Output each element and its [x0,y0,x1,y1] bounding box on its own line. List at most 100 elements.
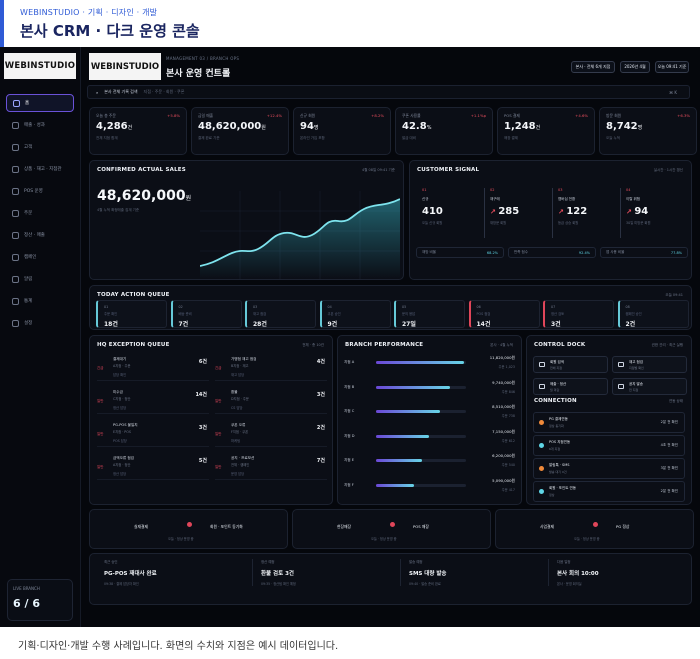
sidebar-item-label: 설정 [24,321,33,326]
month-select[interactable]: 2026년 4월 [620,61,650,73]
signal-value: 285 [490,206,534,217]
exception-title: 가맹점 재고 점검 [231,357,257,361]
action-item[interactable]: 06 POS 점검 14건 [468,300,540,328]
branch-bar-track [376,434,466,438]
action-item[interactable]: 07 정산 검토 3건 [543,300,614,328]
dock-sub: 전 지점 [629,388,639,392]
signal-sub: 오늘 신규 회원 [422,221,443,225]
branch-row[interactable]: 지점 F 5,090,000원 주문 417 [344,477,519,497]
branch-row[interactable]: 지점 C 8,510,000원 주문 738 [344,403,519,423]
dock-label: 매출 · 정산 [550,382,567,386]
event-item[interactable]: 최근 승인 PG-POS 재대사 완료 09:38 · 결제 담당자 확인 [104,559,244,586]
kpi-card[interactable]: POS 결제 +4.6% 1,248건 매장 결제 [497,107,595,155]
kpi-label: 쿠폰 사용률 [402,113,421,118]
action-item[interactable]: 01 주문 확인 18건 [96,300,167,328]
branch-value: 7,150,000원 [492,428,515,434]
signal-name: 이탈 위험 [626,197,640,201]
status-card[interactable]: 현장매장 POS 매장 오늘 · 정상 운영 중 [292,509,491,549]
connection-title: CONNECTION [534,398,577,404]
branch-orders: 주문 846 [501,389,515,394]
dock-button[interactable]: 공지 발송 전 지점 [612,378,687,395]
event-item[interactable]: 정산 예정 환불 검토 3건 09:35 · 정산팀 확인 예정 [252,559,392,586]
sidebar-item-10[interactable]: 설정 [6,314,74,332]
branch-row[interactable]: 지점 B 9,740,000원 주문 846 [344,379,519,399]
dock-button[interactable]: 매출 · 정산 월 마감 [533,378,608,395]
kpi-card[interactable]: 오늘 총 주문 +5.8% 4,286건 전체 지점 합계 [89,107,187,155]
exception-item[interactable]: 긴급 결제대기 A지점 · 주문 담당 확인 6건 [97,354,209,381]
branch-bar-fill [376,459,422,462]
exception-item[interactable]: 일반 금액오류 점검 A지점 · 정산 정산 담당 5건 [97,453,209,480]
exception-item[interactable]: 일반 환불 D지점 · 주문 CS 담당 3건 [215,387,327,414]
sidebar-item-4[interactable]: POS 운영 [6,182,74,200]
exception-item[interactable]: 일반 쿠폰 오류 F지점 · 쿠폰 마케팅 2건 [215,420,327,447]
event-meta: 09:38 · 결제 담당자 확인 [104,582,139,586]
status-sub: 오늘 · 정상 운영 중 [371,537,397,541]
event-item[interactable]: 발송 예정 SMS 대량 발송 09:40 · 발송 준비 완료 [400,559,540,586]
exception-tag: 일반 [215,432,222,436]
sidebar-item-7[interactable]: 캠페인 [6,248,74,266]
exception-item[interactable]: 일반 공지 · 프로모션 전체 · 캠페인 운영 담당 7건 [215,453,327,480]
connection-item[interactable]: POS 지점연동 6개 지점 4초 전 확인 [533,435,685,456]
dock-button[interactable]: 재고 점검 지점별 확인 [612,356,687,373]
action-item[interactable]: 05 문의 응답 27일 [394,300,465,328]
status-label-b: POS 매장 [413,524,429,529]
chart-icon [12,121,19,129]
brand-logo[interactable]: WEBINSTUDIO [89,53,161,80]
sidebar-item-3[interactable]: 상품 · 재고 · 지점관 [6,160,74,178]
action-item[interactable]: 02 배송 준비 7건 [170,300,242,328]
action-count: 2건 [625,321,636,328]
status-card[interactable]: 사업결제 PG 정상 오늘 · 정상 운영 중 [495,509,694,549]
kpi-change: +1.1%p [470,113,486,118]
branch-bar-track [376,361,466,364]
branch-name: 지점 E [344,458,355,462]
kpi-card[interactable]: 신규 회원 +8.2% 94명 온라인 가입 포함 [293,107,391,155]
signal-item[interactable]: 04 이탈 위험 94 30일 미방문 회원 [620,188,670,238]
action-item[interactable]: 08 캠페인 승인 2건 [617,300,689,328]
action-index: 06 [476,305,481,309]
event-item[interactable]: 다음 일정 본사 회의 10:00 본사 · 운영 회의실 [548,559,688,586]
sidebar-item-1[interactable]: 매출 · 성과 [6,116,74,134]
sidebar-item-9[interactable]: 통계 [6,292,74,310]
sidebar-item-5[interactable]: 주문 [6,204,74,222]
control-dock-card: CONTROL DOCK 권한 관리 · 최근 실행 회원 검색 전체 지점 재… [526,335,692,505]
signal-item[interactable]: 01 신규 410 오늘 신규 회원 [422,188,466,225]
branch-orders: 주문 612 [501,438,515,443]
dock-button[interactable]: 회원 검색 전체 지점 [533,356,608,373]
sidebar-item-0[interactable]: 홈 [6,94,74,112]
sidebar-item-8[interactable]: 알림 [6,270,74,288]
branch-select[interactable]: 본사 · 전체 6개 지점 [571,61,615,73]
sidebar-item-2[interactable]: 고객 [6,138,74,156]
action-index: 03 [253,305,258,309]
kpi-card[interactable]: 금일 매출 +12.4% 48,620,000원 결제 완료 기준 [191,107,289,155]
exception-item[interactable]: 일반 미수금 C지점 · 정산 정산 담당 14건 [97,387,209,414]
exception-count: 3건 [316,392,325,398]
action-item[interactable]: 03 재고 점검 28건 [245,300,316,328]
connection-item[interactable]: 회원 · 포인트 연동 정상 2분 전 확인 [533,481,685,502]
branch-row[interactable]: 지점 D 7,150,000원 주문 612 [344,428,519,448]
exception-item[interactable]: 긴급 가맹점 재고 점검 B지점 · 재고 재고 담당 4건 [215,354,327,381]
branch-bar-track [376,483,466,487]
exception-count: 5건 [198,458,207,464]
signal-item[interactable]: 03 멤버십 전환 122 등급 상승 회원 [552,188,602,238]
signal-item[interactable]: 02 재구매 285 재방문 회원 [484,188,534,238]
exception-item[interactable]: 일반 PG-POS 불일치 E지점 · POS POS 담당 3건 [97,420,209,447]
branch-row[interactable]: 지점 E 6,200,000원 주문 540 [344,452,519,472]
kpi-value-number: 4,286 [96,121,128,132]
kpi-card[interactable]: 쿠폰 사용률 +1.1%p 42.8% 발급 대비 [395,107,493,155]
sidebar-item-6[interactable]: 정산 · 매출 [6,226,74,244]
page-footer: 기획·디자인·개발 수행 사례입니다. 화면의 수치와 지점은 예시 데이터입니… [0,627,700,659]
exception-meta: 담당 확인 [113,373,127,377]
kpi-value-number: 8,742 [606,121,638,132]
connection-item[interactable]: PG 결제연동 정상 동기화 2분 전 확인 [533,412,685,433]
kpi-card[interactable]: 방문 회원 +6.3% 8,742명 오늘 누적 [599,107,697,155]
signal-tag: 01 [422,188,427,192]
kpi-change: +4.6% [575,113,588,118]
kpi-label: 금일 매출 [198,113,214,118]
action-item[interactable]: 04 쿠폰 승인 9건 [319,300,391,328]
status-card[interactable]: 실재결제 회원 · 포인트 동기화 오늘 · 정상 운영 중 [89,509,288,549]
time-pill[interactable]: 오늘 09:41 기준 [655,61,689,73]
connection-item[interactable]: 알림톡 · SMS 발송 대기 0건 3분 전 확인 [533,458,685,479]
sidebar-logo[interactable]: WEBINSTUDIO [4,53,76,79]
search-input[interactable]: ⌕ 본사 전체 기록 검색 지점 · 주문 · 회원 · 쿠폰 ⌘ K [87,85,690,99]
branch-row[interactable]: 지점 A 11,820,000원 주문 1,023 [344,354,519,374]
